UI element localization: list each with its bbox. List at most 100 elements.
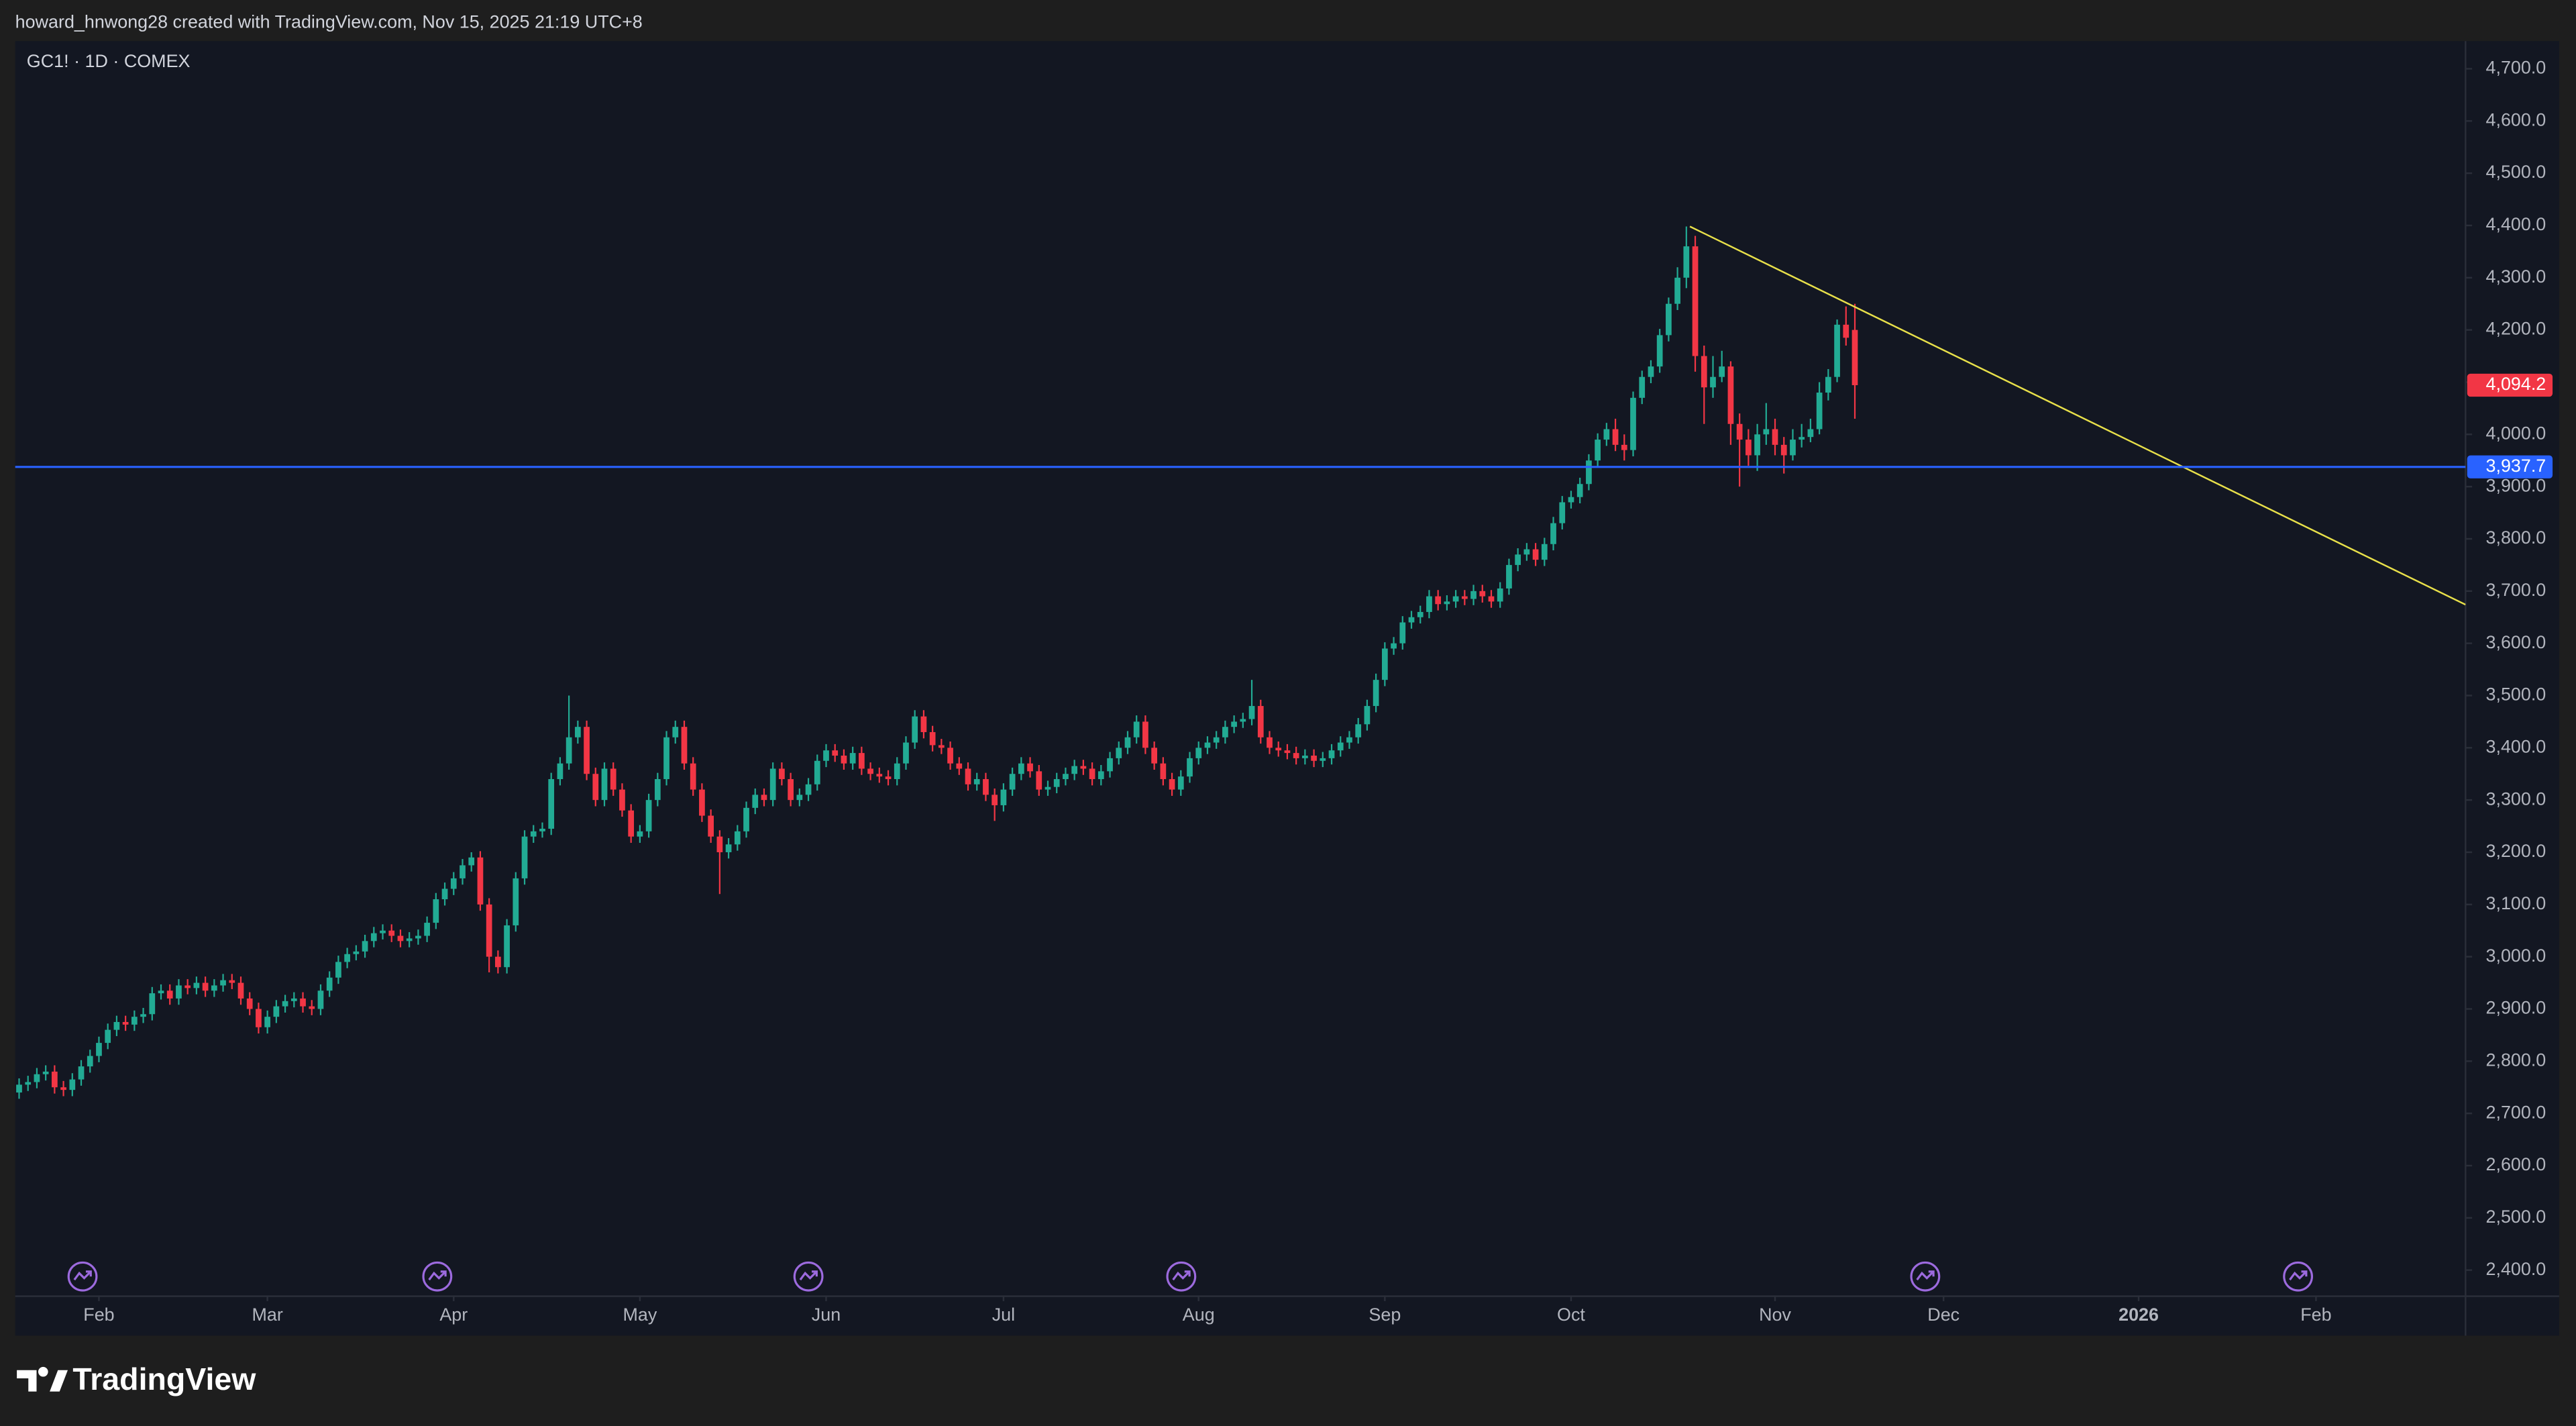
candle-body	[973, 779, 980, 784]
candle-body	[1169, 779, 1175, 790]
candle-body	[1692, 246, 1699, 356]
candle-body	[1603, 429, 1610, 440]
y-tick-label: 3,000.0	[2486, 946, 2546, 966]
event-icon[interactable]	[1166, 1261, 1197, 1292]
candle-body	[672, 727, 679, 737]
candle-body	[290, 998, 297, 1001]
event-icon[interactable]	[2283, 1261, 2314, 1292]
candle-body	[335, 962, 341, 978]
y-tick-label: 3,500.0	[2486, 684, 2546, 705]
x-tick-label: Nov	[1759, 1305, 1791, 1325]
candle-body	[450, 878, 457, 889]
candle-body	[344, 954, 350, 962]
candle-body	[1133, 721, 1140, 737]
y-tick-label: 3,400.0	[2486, 736, 2546, 756]
candle-body	[1248, 706, 1255, 719]
candle-body	[1736, 423, 1743, 440]
candle-body	[1337, 742, 1344, 751]
candle-body	[166, 990, 173, 999]
plot-pane	[16, 225, 2466, 1099]
candle-body	[16, 1084, 22, 1093]
y-tick-label: 3,600.0	[2486, 632, 2546, 652]
candle-body	[805, 784, 812, 795]
candle-body	[752, 795, 759, 808]
candle-body	[761, 795, 767, 801]
candle-body	[1754, 434, 1760, 456]
event-icon[interactable]	[67, 1261, 98, 1292]
event-icon[interactable]	[422, 1261, 453, 1292]
y-tick-label: 3,700.0	[2486, 580, 2546, 600]
candle-body	[1231, 721, 1237, 727]
candle-body	[433, 899, 439, 923]
candle-body	[1381, 648, 1388, 680]
x-tick-label: Apr	[439, 1305, 468, 1325]
candle-body	[246, 998, 253, 1009]
candle-body	[193, 982, 200, 988]
candle-body	[1293, 753, 1299, 758]
header-text: howard_hnwong28 created with TradingView…	[15, 11, 643, 32]
candle-body	[25, 1082, 32, 1085]
brand-name: TradingView	[72, 1362, 256, 1396]
y-tick-label: 4,300.0	[2486, 266, 2546, 287]
x-tick-label: Jun	[812, 1305, 841, 1325]
candle-body	[1267, 737, 1273, 748]
candle-body	[983, 779, 989, 795]
candle-body	[1683, 246, 1690, 278]
symbol-title: GC1! · 1D · COMEX	[27, 51, 191, 71]
candle-body	[592, 774, 599, 801]
candle-body	[1612, 429, 1619, 445]
candle-body	[601, 768, 608, 801]
candle-body	[521, 836, 528, 878]
candle-body	[131, 1017, 138, 1025]
candle-body	[1346, 737, 1352, 743]
candle-body	[460, 865, 466, 878]
logo-mark	[17, 1366, 68, 1392]
brand-logo[interactable]: TradingView	[17, 1362, 256, 1396]
candle-body	[256, 1009, 262, 1027]
candle-body	[1648, 366, 1654, 377]
last-price-label: 4,094.2	[2486, 374, 2546, 394]
candle-body	[1550, 523, 1556, 544]
candle-body	[184, 985, 191, 988]
candle-body	[628, 810, 635, 837]
candle-body	[486, 904, 492, 957]
candle-body	[654, 779, 661, 801]
candle-body	[823, 750, 829, 761]
candle-body	[1311, 755, 1317, 761]
candle-body	[699, 789, 705, 816]
candle-body	[105, 1029, 111, 1043]
candle-body	[1825, 376, 1831, 393]
candle-body	[1142, 721, 1148, 748]
event-icon[interactable]	[1910, 1261, 1941, 1292]
candle-body	[1187, 758, 1193, 777]
candle-body	[113, 1021, 120, 1030]
candle-body	[300, 998, 306, 1007]
candle-body	[991, 795, 998, 805]
candle-body	[681, 727, 688, 764]
candle-body	[1666, 303, 1672, 336]
x-tick-label: Feb	[2300, 1305, 2331, 1325]
candle-body	[841, 755, 847, 764]
candle-body	[1701, 356, 1707, 388]
candle-body	[1506, 564, 1512, 589]
candle-body	[1204, 742, 1211, 748]
y-tick-label: 4,500.0	[2486, 162, 2546, 182]
candle-body	[708, 815, 714, 837]
event-icon[interactable]	[793, 1261, 824, 1292]
candle-body	[42, 1071, 49, 1074]
candle-body	[1497, 588, 1503, 602]
candle-body	[947, 748, 953, 764]
candle-body	[1364, 706, 1371, 725]
y-tick-label: 2,700.0	[2486, 1102, 2546, 1122]
event-markers	[67, 1261, 2314, 1292]
candle-body	[1151, 748, 1158, 764]
y-tick-label: 4,600.0	[2486, 109, 2546, 130]
candle-body	[1222, 727, 1228, 737]
candle-body	[1479, 591, 1486, 597]
candle-body	[78, 1066, 85, 1080]
candle-body	[1727, 366, 1734, 424]
candle-body	[1674, 277, 1680, 304]
x-tick-label: Jul	[992, 1305, 1015, 1325]
candle-body	[1568, 497, 1574, 503]
